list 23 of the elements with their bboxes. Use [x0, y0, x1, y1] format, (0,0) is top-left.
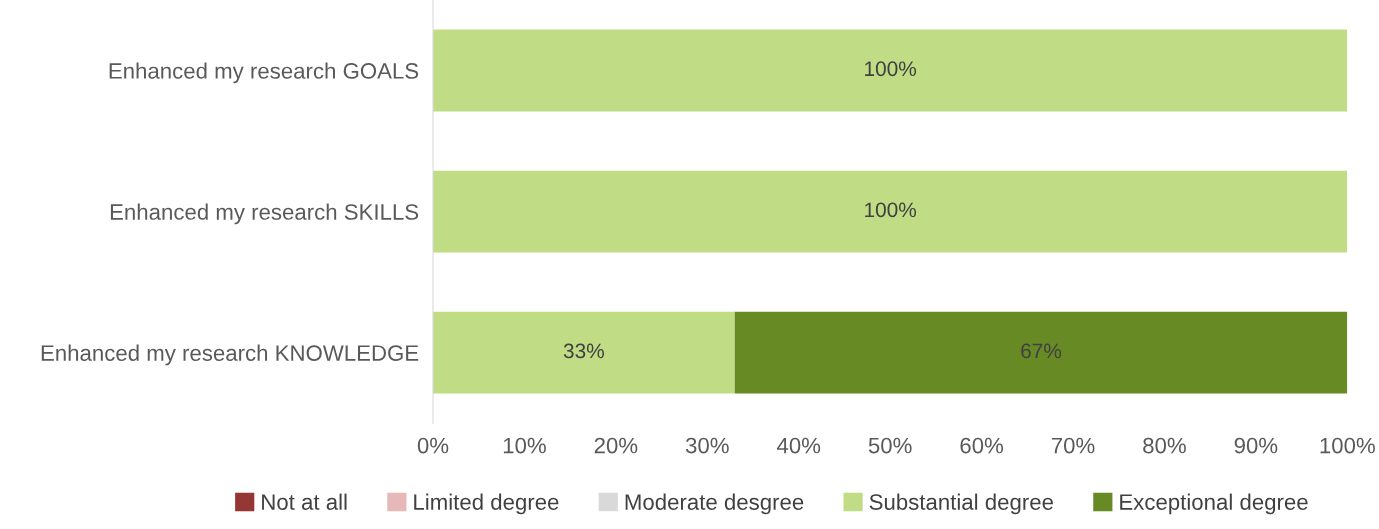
- x-tick-label: 30%: [685, 437, 729, 454]
- x-tick-label: 20%: [594, 437, 638, 454]
- legend-label: Moderate desgree: [625, 493, 804, 515]
- legend-label: Limited degree: [414, 493, 559, 515]
- y-tick-label: Enhanced my research GOALS: [109, 62, 419, 84]
- data-label: 100%: [865, 202, 917, 218]
- x-tick-label: 50%: [868, 437, 912, 454]
- y-tick-label: Enhanced my research SKILLS: [110, 203, 419, 225]
- legend-label: Substantial degree: [869, 493, 1053, 515]
- legend-label: Exceptional degree: [1120, 493, 1308, 515]
- x-tick-label: 10%: [503, 437, 546, 454]
- x-tick-label: 40%: [776, 437, 821, 454]
- x-tick-label: 0%: [417, 437, 449, 454]
- x-tick-label: 80%: [1143, 437, 1186, 454]
- x-tick-label: 90%: [1234, 437, 1278, 454]
- y-tick-label: Enhanced my research KNOWLEDGE: [41, 344, 419, 366]
- x-tick-label: 60%: [960, 437, 1004, 454]
- legend-label: Not at all: [262, 493, 347, 510]
- data-label: 67%: [1021, 343, 1062, 359]
- data-label: 100%: [865, 61, 917, 77]
- data-label: 33%: [563, 343, 604, 359]
- x-tick-label: 70%: [1051, 437, 1095, 454]
- x-tick-label: 100%: [1320, 437, 1375, 454]
